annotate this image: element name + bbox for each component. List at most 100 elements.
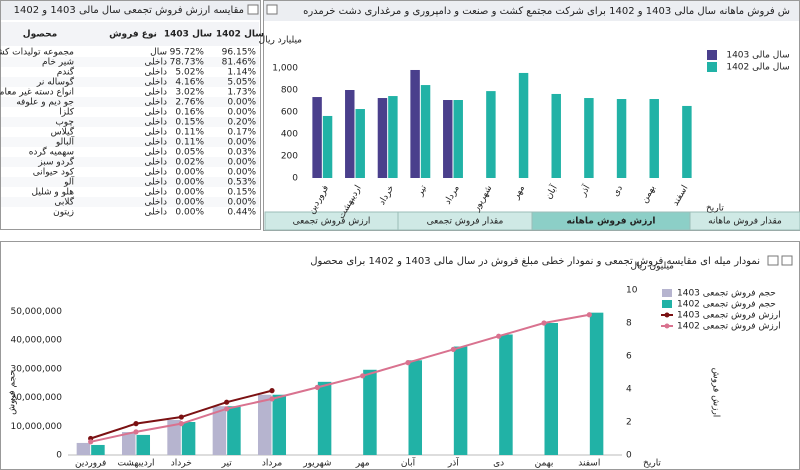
table-cell: 0.02%	[175, 158, 204, 168]
legend-swatch	[707, 50, 717, 60]
x-tick-label: بهمن	[535, 459, 554, 469]
column-header: سال 1403	[164, 30, 212, 40]
bar	[167, 419, 181, 455]
y2-tick-label: 0	[626, 451, 632, 461]
point	[314, 384, 320, 390]
y2-tick-label: 6	[626, 352, 632, 362]
table-cell: 0.00%	[227, 98, 256, 108]
bar	[453, 100, 463, 178]
table-cell: 0.00%	[227, 168, 256, 178]
table-cell: 0.00%	[175, 168, 204, 178]
monthly-chart: ش فروش ماهانه سال مالی 1403 و 1402 برای …	[259, 6, 790, 221]
table-cell: داخلی	[144, 78, 167, 88]
table-cell: داخلی	[144, 178, 167, 188]
bar	[443, 100, 453, 178]
y2-tick-label: 8	[626, 319, 632, 329]
table-cell: 0.00%	[227, 138, 256, 148]
legend-label: حجم فروش تجمعی 1402	[677, 300, 776, 310]
table-cell: آلبالو	[55, 136, 75, 148]
y-tick-label: 10,000,000	[10, 422, 62, 432]
x-tick-label: خرداد	[171, 459, 192, 469]
table-cell: 0.15%	[175, 118, 204, 128]
table-cell: داخلی	[144, 158, 167, 168]
row-stripe	[1, 137, 259, 147]
panel-icon[interactable]	[247, 4, 259, 15]
table-cell: 0.11%	[175, 138, 204, 148]
bar	[181, 422, 196, 455]
tab-label[interactable]: مقدار فروش ماهانه	[708, 217, 782, 227]
y-tick-label: 600	[281, 108, 298, 118]
panel-icon[interactable]	[767, 255, 779, 266]
table-cell: 1.14%	[227, 68, 256, 78]
bar	[486, 91, 496, 178]
tab-label[interactable]: مقدار فروش تجمعی	[427, 217, 504, 227]
cumulative-chart: نمودار میله ای مقایسه فروش تجمعی و نمودا…	[8, 256, 781, 469]
tab-label[interactable]: ارزش فروش تجمعی	[293, 217, 371, 227]
y-tick-label: 0	[292, 174, 298, 184]
table-cell: شیر خام	[42, 58, 74, 68]
chart-panel	[263, 0, 800, 231]
tab-label[interactable]: ارزش فروش ماهانه	[566, 217, 655, 227]
row-stripe	[1, 97, 259, 107]
row-stripe	[1, 157, 259, 167]
x-tick-label: تیر	[221, 459, 233, 469]
table-cell: 3.02%	[175, 88, 204, 98]
table-cell: داخلی	[144, 88, 167, 98]
bar	[212, 406, 227, 455]
column-header: سال 1402	[216, 30, 264, 40]
table-header	[1, 22, 259, 46]
x-tick-label: دی	[611, 184, 625, 199]
bar	[317, 381, 332, 455]
bar	[377, 98, 388, 178]
combo-title-bar	[1, 250, 799, 270]
table-cell: داخلی	[144, 118, 167, 128]
y-tick-label: 400	[281, 130, 298, 140]
point	[586, 312, 592, 318]
table-cell: 81.46%	[222, 58, 257, 68]
point	[133, 429, 139, 435]
table-cell: داخلی	[144, 138, 167, 148]
table-cell: داخلی	[144, 128, 167, 138]
panel-icon[interactable]	[781, 255, 793, 266]
tab[interactable]	[264, 211, 399, 231]
bar	[410, 69, 420, 178]
point	[224, 399, 230, 405]
point	[450, 346, 456, 352]
panel-icon[interactable]	[266, 4, 278, 15]
table-cell: 4.16%	[175, 78, 204, 88]
bar	[649, 99, 659, 178]
table-cell: زیتون	[53, 208, 74, 218]
table-title: مقایسه ارزش فروش تجمعی سال مالی 1403 و 1…	[14, 5, 244, 16]
bar	[257, 394, 272, 455]
y2-tick-label: 4	[626, 385, 632, 395]
point	[405, 360, 411, 366]
point	[224, 406, 230, 412]
legend-swatch	[664, 312, 670, 318]
bar	[136, 434, 151, 455]
x-tick-label: آذر	[447, 457, 459, 469]
table-cell: مجموعه تولیدات کشاورزی	[0, 48, 74, 58]
y-axis-label: میلیارد ریال	[259, 36, 303, 46]
bar	[420, 85, 431, 178]
x-tick-label: مهر	[355, 459, 370, 469]
y2-unit: میلیون ریال	[631, 262, 675, 272]
table-cell: سهمیه گرده	[29, 146, 74, 158]
y-tick-label: 50,000,000	[10, 307, 62, 317]
table-cell: داخلی	[144, 188, 167, 198]
table-cell: داخلی	[144, 148, 167, 158]
table-cell: 1.73%	[227, 88, 256, 98]
table-cell: کود حیوانی	[33, 168, 75, 178]
table-cell: 96.15%	[222, 48, 257, 58]
bar	[345, 90, 355, 178]
table-cell: 0.15%	[227, 188, 256, 198]
point	[360, 373, 366, 379]
bar	[518, 72, 529, 178]
column-header: محصول	[23, 30, 57, 40]
row-stripe	[1, 57, 259, 67]
table-cell: 0.00%	[175, 188, 204, 198]
table-cell: 0.11%	[175, 128, 204, 138]
y2-tick-label: 10	[626, 286, 638, 296]
point	[269, 396, 275, 402]
legend-swatch	[662, 289, 672, 297]
table-cell: 0.00%	[227, 198, 256, 208]
